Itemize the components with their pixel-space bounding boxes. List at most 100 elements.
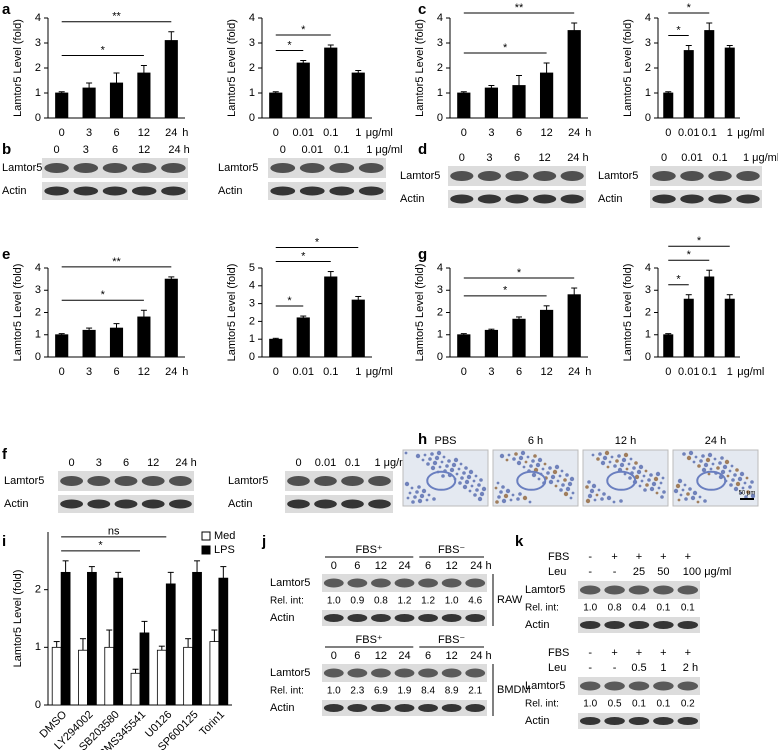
blot-band	[677, 585, 699, 595]
y-tick-label: 0	[437, 112, 443, 124]
lane-label: -	[588, 647, 592, 659]
cell-nucleus	[458, 481, 462, 485]
x-tick-label: 0	[665, 366, 671, 378]
cell-nucleus	[739, 471, 745, 477]
blot-band	[131, 186, 157, 196]
blot-band	[102, 163, 128, 173]
lane-label: 24	[398, 650, 410, 662]
cell-nucleus	[655, 491, 659, 495]
y-axis-label: Lamtor5 Level (fold)	[12, 570, 24, 668]
cell-nucleus	[473, 493, 477, 497]
blot-band	[677, 681, 699, 691]
cell-nucleus	[585, 485, 589, 489]
blot-band	[418, 578, 438, 588]
cell-nucleus	[701, 467, 707, 473]
cell-nucleus	[595, 493, 599, 497]
x-tick-label: 1	[727, 127, 733, 139]
y-tick-label: 4	[437, 262, 443, 274]
bar	[164, 40, 178, 119]
cell-nucleus	[531, 459, 535, 463]
error-bar	[355, 295, 362, 301]
blot-band	[394, 614, 415, 622]
cell-nucleus	[741, 486, 745, 490]
significance-label: *	[676, 24, 681, 36]
x-tick-label: 0	[665, 127, 671, 139]
lane-label: 24 h	[470, 560, 491, 572]
cell-nucleus	[524, 460, 528, 464]
error-bar	[726, 294, 733, 300]
bar	[78, 649, 88, 706]
cell-nucleus	[593, 498, 597, 502]
blot-band	[371, 578, 391, 588]
y-tick-label: 0	[645, 112, 651, 124]
rel-value: 0.5	[608, 699, 622, 710]
cell-nucleus	[627, 462, 631, 466]
cell-nucleus	[619, 499, 623, 503]
group-label: FBS⁺	[356, 544, 383, 556]
lane-label: 0.01	[315, 457, 336, 469]
cell-nucleus	[690, 495, 696, 501]
cell-nucleus	[688, 487, 692, 491]
cell-nucleus	[567, 481, 573, 487]
cell-nucleus	[543, 462, 547, 466]
bar	[724, 47, 735, 119]
y-tick-label: 4	[437, 12, 443, 24]
cell-nucleus	[415, 490, 419, 494]
cell-nucleus	[628, 476, 632, 480]
panel-letter: j	[261, 533, 266, 550]
blot-band	[287, 499, 310, 509]
bar	[60, 571, 71, 706]
y-tick-label: 3	[645, 37, 651, 49]
rel-value: 0.1	[632, 699, 646, 710]
error-bar	[665, 333, 672, 335]
cell-nucleus	[638, 484, 642, 488]
blot-band	[323, 578, 344, 588]
cell-nucleus	[602, 492, 606, 496]
row-label: Actin	[270, 702, 294, 714]
panel-letter: k	[515, 533, 524, 550]
x-unit: h	[585, 127, 591, 139]
bar	[351, 299, 365, 358]
blot-band	[677, 621, 699, 629]
y-tick-label: 3	[437, 37, 443, 49]
cell-nucleus	[643, 488, 647, 492]
y-tick-label: 1	[249, 87, 255, 99]
blot-band	[441, 578, 462, 588]
bar	[51, 646, 62, 706]
error-bar	[79, 638, 86, 651]
y-tick-label: 0	[645, 351, 651, 363]
rel-value: 1.9	[398, 686, 412, 697]
cell-nucleus	[604, 450, 610, 456]
panel-letter: i	[2, 533, 6, 550]
legend-swatch	[201, 531, 211, 541]
y-tick-label: 1	[35, 329, 41, 341]
error-bar	[86, 327, 93, 331]
lane-label: -	[613, 566, 617, 578]
cell-nucleus	[535, 462, 541, 468]
lane-label: +	[611, 551, 617, 563]
lane-label: 24 h	[567, 152, 588, 164]
x-tick-label: 3	[86, 366, 92, 378]
lane-label: 0	[331, 650, 337, 662]
cell-nucleus	[718, 461, 722, 465]
blot-band	[628, 621, 650, 629]
y-tick-label: 5	[249, 262, 255, 274]
cell-nucleus	[673, 488, 679, 494]
cell-nucleus	[462, 471, 466, 475]
cell-nucleus	[697, 464, 701, 468]
blot-band	[371, 668, 391, 678]
cell-nucleus	[499, 453, 505, 459]
blot-background	[268, 158, 386, 178]
blot-band	[736, 194, 760, 204]
rel-value: 6.9	[374, 686, 388, 697]
cell-nucleus	[649, 486, 655, 492]
row-label: Actin	[4, 498, 28, 510]
blot-band	[73, 163, 99, 173]
significance-label: *	[301, 24, 306, 36]
cell-nucleus	[629, 457, 633, 461]
blot-band	[270, 186, 296, 196]
blot-band	[299, 186, 325, 196]
blot-band	[533, 194, 557, 204]
cell-nucleus	[565, 473, 569, 477]
bar	[55, 334, 69, 358]
